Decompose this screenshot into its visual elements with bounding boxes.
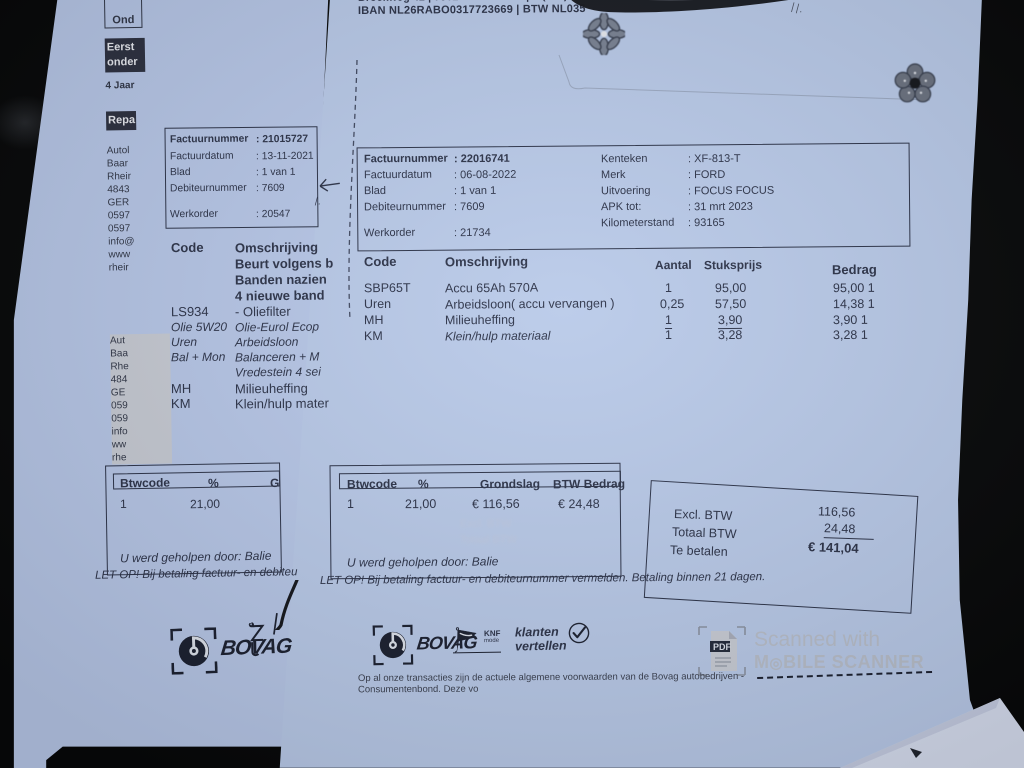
- svg-text:PDF: PDF: [713, 642, 732, 652]
